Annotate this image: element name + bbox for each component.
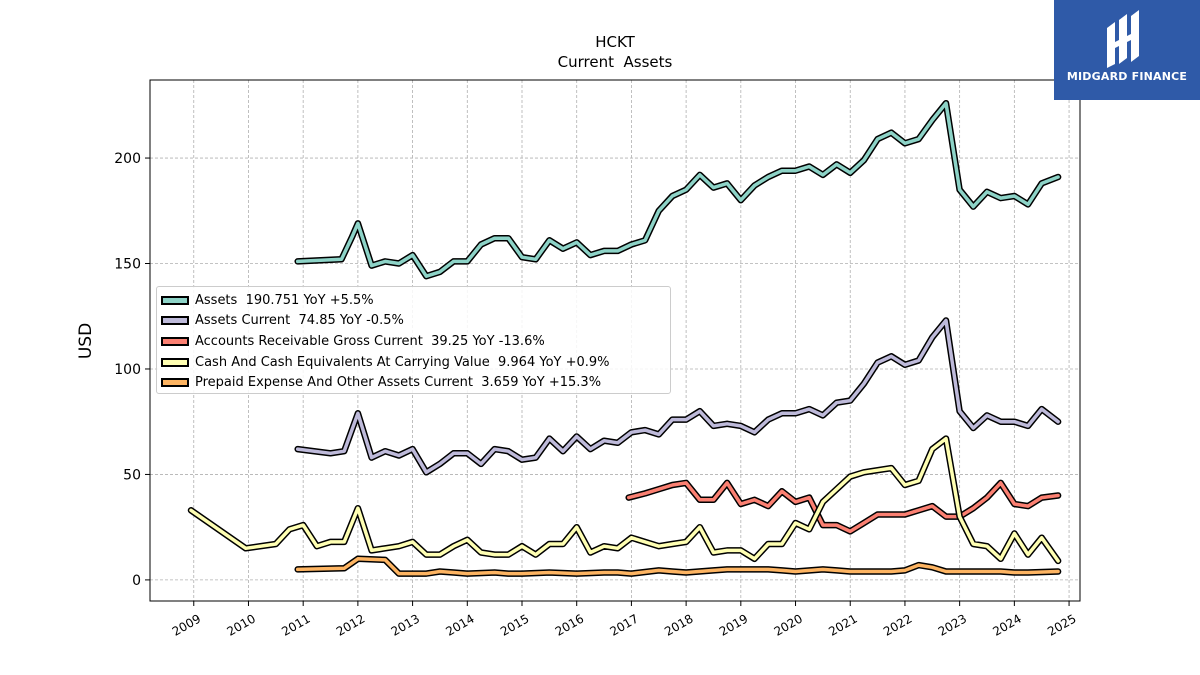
x-tick-label: 2009	[170, 611, 203, 638]
series-outline-assets	[294, 99, 1062, 280]
x-axis: 2009 2010 2011 2012 2013 2014 2015 2016 2017 2018…	[170, 601, 1079, 639]
legend-swatch-accounts-receivable	[161, 336, 189, 346]
y-tick-label: 150	[114, 257, 141, 273]
legend-item-accounts-receivable: Accounts Receivable Gross Current 39.25 …	[157, 331, 670, 352]
legend-swatch-assets-current	[161, 316, 189, 326]
legend-item-assets-current: Assets Current 74.85 YoY -0.5%	[157, 311, 670, 332]
series-line-cash-and-cash-equivalents-at-carrying-value	[189, 436, 1060, 563]
x-tick-label: 2015	[498, 611, 531, 638]
x-tick-label: 2023	[936, 611, 969, 638]
logo-text: MIDGARD FINANCE	[1066, 70, 1188, 83]
y-tick-label: 50	[123, 467, 141, 483]
x-tick-label: 2016	[553, 611, 586, 638]
y-axis: 0 50 100 150 200	[114, 151, 150, 589]
brand-logo: MIDGARD FINANCE	[1054, 0, 1200, 100]
y-tick-label: 200	[114, 151, 141, 167]
series-line-assets-current	[295, 318, 1060, 475]
series-line-prepaid-expense-and-other-assets-current	[295, 557, 1060, 576]
y-tick-label: 100	[114, 362, 141, 378]
legend-label-assets-current: Assets Current 74.85 YoY -0.5%	[195, 313, 404, 329]
series-lines	[187, 99, 1062, 577]
x-tick-label: 2018	[662, 611, 695, 638]
y-tick-label: 0	[132, 573, 141, 589]
y-axis-label: USD	[76, 323, 96, 359]
x-tick-label: 2012	[334, 611, 367, 638]
series-line-accounts-receivable-gross-current	[626, 481, 1060, 534]
legend-item-assets: Assets 190.751 YoY +5.5%	[157, 290, 670, 311]
x-tick-label: 2011	[279, 611, 312, 638]
x-tick-label: 2022	[881, 611, 914, 638]
x-tick-label: 2014	[443, 611, 476, 638]
x-tick-label: 2021	[826, 611, 859, 638]
legend-swatch-prepaid	[161, 378, 189, 388]
x-tick-label: 2013	[389, 611, 422, 638]
legend-label-cash: Cash And Cash Equivalents At Carrying Va…	[195, 354, 610, 370]
x-tick-label: 2017	[607, 611, 640, 638]
x-tick-label: 2020	[772, 611, 805, 638]
legend-swatch-assets	[161, 295, 189, 305]
x-tick-label: 2010	[225, 611, 258, 638]
chart-title: HCKT	[595, 33, 635, 51]
x-tick-label: 2019	[717, 611, 750, 638]
x-tick-label: 2025	[1045, 611, 1078, 638]
legend-label-prepaid: Prepaid Expense And Other Assets Current…	[195, 375, 602, 391]
series-line-assets	[295, 101, 1060, 278]
legend-item-prepaid: Prepaid Expense And Other Assets Current…	[157, 372, 670, 393]
legend-swatch-cash	[161, 357, 189, 367]
chart-subtitle: Current Assets	[558, 53, 673, 71]
legend: Assets 190.751 YoY +5.5% Assets Current …	[156, 286, 671, 394]
legend-item-cash: Cash And Cash Equivalents At Carrying Va…	[157, 352, 670, 373]
legend-label-assets: Assets 190.751 YoY +5.5%	[195, 292, 374, 308]
plot-frame	[149, 79, 1081, 602]
logo-mark-icon	[1107, 10, 1139, 68]
x-tick-label: 2024	[990, 611, 1023, 638]
legend-label-accounts-receivable: Accounts Receivable Gross Current 39.25 …	[195, 333, 545, 349]
